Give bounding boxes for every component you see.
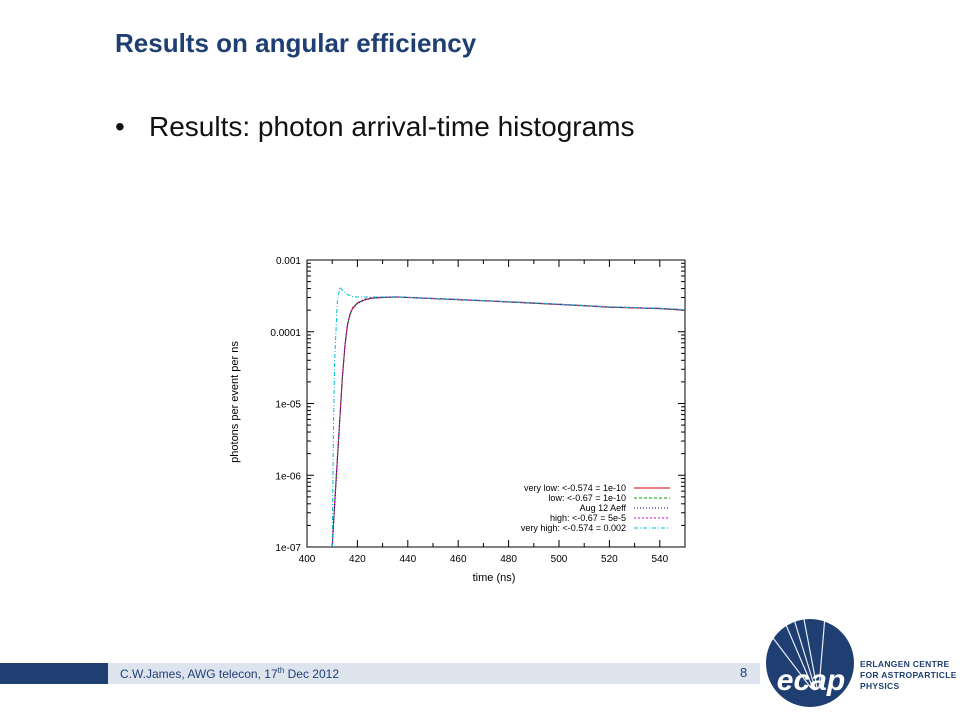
logo-line-3: PHYSICS — [860, 681, 900, 691]
x-tick-label: 460 — [450, 554, 467, 565]
ecap-logo: ecap — [766, 613, 854, 707]
y-tick-label: 1e-07 — [275, 543, 301, 554]
footer-bar — [108, 663, 760, 684]
series-line-2 — [331, 296, 686, 548]
series-line-3 — [331, 296, 686, 548]
x-tick-label: 500 — [551, 554, 568, 565]
page-number: 8 — [740, 665, 748, 680]
footer-date-suffix: Dec 2012 — [284, 667, 339, 681]
slide-title: Results on angular efficiency — [115, 28, 477, 58]
plot-frame — [306, 259, 686, 548]
y-axis-label: photons per event per ns — [229, 341, 241, 463]
bullet-text: Results: photon arrival-time histograms — [149, 111, 635, 142]
x-tick-label: 540 — [651, 554, 668, 565]
x-tick-label: 480 — [500, 554, 517, 565]
x-tick-label: 400 — [299, 554, 316, 565]
bullet-item: • Results: photon arrival-time histograms — [115, 111, 635, 143]
bullet-marker: • — [115, 111, 125, 142]
legend-label: Aug 12 Aeff — [580, 503, 627, 513]
x-tick-label: 420 — [349, 554, 366, 565]
legend-label: low: <-0.67 = 1e-10 — [548, 493, 626, 503]
series-line-5 — [331, 285, 686, 548]
x-tick-label: 520 — [601, 554, 618, 565]
y-tick-label: 1e-06 — [275, 471, 301, 482]
legend-label: very high: <-0.574 = 0.002 — [521, 523, 626, 533]
logo-mark: ecap — [777, 664, 845, 697]
y-tick-label: 0.0001 — [270, 328, 301, 339]
footer-superscript: th — [277, 666, 285, 675]
footer-text: C.W.James, AWG telecon, 17th Dec 2012 — [120, 666, 339, 681]
logo-text: ERLANGEN CENTRE FOR ASTROPARTICLE PHYSIC… — [860, 659, 957, 692]
series-line-4 — [331, 296, 686, 548]
x-tick-label: 440 — [399, 554, 416, 565]
y-tick-label: 1e-05 — [275, 400, 301, 411]
legend-label: high: <-0.67 = 5e-5 — [550, 513, 626, 523]
y-tick-label: 0.001 — [276, 256, 301, 267]
footer-author-date: C.W.James, AWG telecon, 17 — [120, 667, 278, 681]
x-axis-label: time (ns) — [473, 572, 516, 584]
arrival-time-chart: 1e-07 1e-06 1e-05 0.0001 0.001 400 420 440 460 4… — [229, 256, 686, 584]
series-line-1 — [331, 296, 686, 548]
legend-label: very low: <-0.574 = 1e-10 — [524, 483, 626, 493]
logo-line-2: FOR ASTROPARTICLE — [860, 670, 957, 680]
footer-accent-bar — [0, 663, 108, 684]
logo-line-1: ERLANGEN CENTRE — [860, 659, 950, 669]
